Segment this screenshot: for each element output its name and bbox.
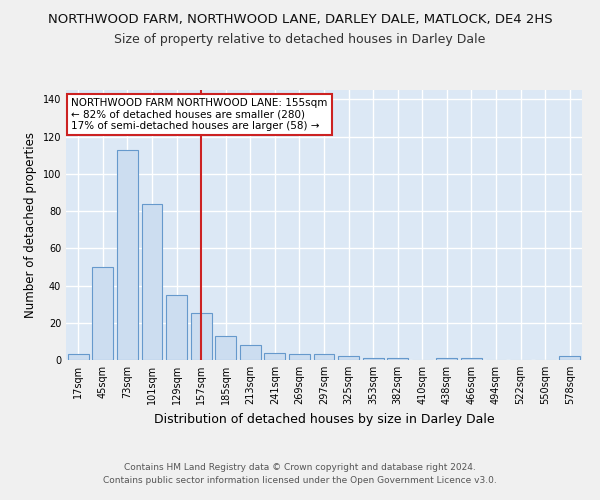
Bar [166,295,187,360]
Bar [92,267,113,360]
Bar [436,358,457,360]
Bar [338,356,359,360]
Text: NORTHWOOD FARM NORTHWOOD LANE: 155sqm
← 82% of detached houses are smaller (280): NORTHWOOD FARM NORTHWOOD LANE: 155sqm ← … [71,98,328,132]
Text: Contains public sector information licensed under the Open Government Licence v3: Contains public sector information licen… [103,476,497,485]
Bar [117,150,138,360]
Bar [240,345,261,360]
Bar [559,356,580,360]
Text: Size of property relative to detached houses in Darley Dale: Size of property relative to detached ho… [115,32,485,46]
Text: Contains HM Land Registry data © Crown copyright and database right 2024.: Contains HM Land Registry data © Crown c… [124,464,476,472]
Bar [215,336,236,360]
Bar [68,354,89,360]
Bar [191,314,212,360]
Text: NORTHWOOD FARM, NORTHWOOD LANE, DARLEY DALE, MATLOCK, DE4 2HS: NORTHWOOD FARM, NORTHWOOD LANE, DARLEY D… [47,12,553,26]
Y-axis label: Number of detached properties: Number of detached properties [24,132,37,318]
Bar [362,358,383,360]
X-axis label: Distribution of detached houses by size in Darley Dale: Distribution of detached houses by size … [154,412,494,426]
Bar [314,354,334,360]
Bar [461,358,482,360]
Bar [387,358,408,360]
Bar [142,204,163,360]
Bar [265,352,286,360]
Bar [289,354,310,360]
